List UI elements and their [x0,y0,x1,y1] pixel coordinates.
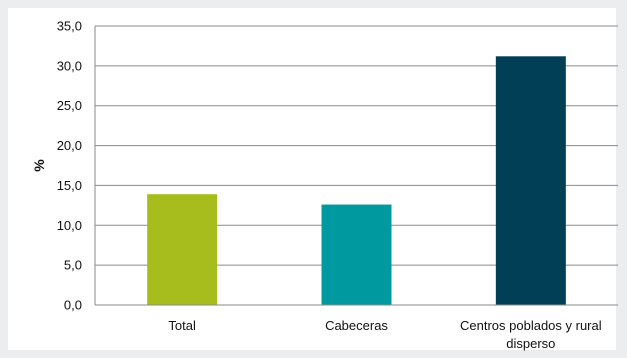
y-tick-label: 5,0 [64,258,82,273]
y-tick-label: 0,0 [64,298,82,313]
x-tick-label: Centros poblados y rural [460,318,602,333]
bar [321,204,392,305]
y-tick-label: 15,0 [57,178,82,193]
x-tick-label: Total [168,318,196,333]
y-tick-label: 10,0 [57,218,82,233]
x-tick-label: Cabeceras [325,318,388,333]
bar [147,194,218,305]
y-tick-label: 25,0 [57,98,82,113]
y-tick-label: 35,0 [57,19,82,34]
bar [495,56,566,305]
y-tick-label: 30,0 [57,58,82,73]
y-axis-title: % [31,159,47,172]
y-tick-label: 20,0 [57,138,82,153]
x-tick-label: disperso [506,336,555,351]
